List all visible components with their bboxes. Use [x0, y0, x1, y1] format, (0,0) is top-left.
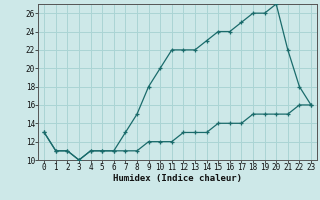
- X-axis label: Humidex (Indice chaleur): Humidex (Indice chaleur): [113, 174, 242, 183]
